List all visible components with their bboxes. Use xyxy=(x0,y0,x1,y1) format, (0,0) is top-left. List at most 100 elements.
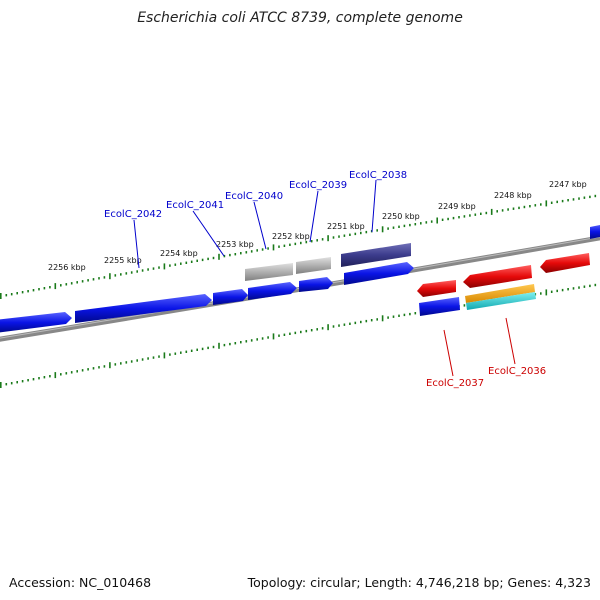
minor-tick xyxy=(556,289,558,293)
minor-tick xyxy=(212,345,215,349)
minor-tick xyxy=(16,292,18,295)
minor-tick xyxy=(185,350,188,353)
minor-tick xyxy=(360,231,362,235)
gene-label[interactable]: EcolC_2042 xyxy=(104,209,162,220)
major-tick xyxy=(163,352,166,359)
forward-gene-arrow[interactable] xyxy=(590,224,600,239)
minor-tick xyxy=(316,328,318,331)
gene-label[interactable]: EcolC_2038 xyxy=(349,170,407,181)
minor-tick xyxy=(196,259,198,262)
minor-tick xyxy=(278,245,280,248)
reverse-gene-arrow[interactable] xyxy=(540,253,590,273)
minor-tick xyxy=(180,351,182,354)
minor-tick xyxy=(240,341,242,344)
minor-tick xyxy=(550,290,553,293)
minor-tick xyxy=(92,367,95,370)
minor-tick xyxy=(76,370,78,373)
minor-tick xyxy=(360,320,362,324)
minor-tick xyxy=(310,240,313,243)
reverse-gene-arrow[interactable] xyxy=(463,265,532,288)
minor-tick xyxy=(267,336,269,339)
minor-tick xyxy=(518,206,520,210)
forward-gene-arrow[interactable] xyxy=(299,277,333,292)
minor-tick xyxy=(469,214,471,217)
minor-tick xyxy=(174,263,177,266)
minor-tick xyxy=(283,333,286,336)
minor-tick xyxy=(81,280,84,283)
minor-tick xyxy=(289,243,291,246)
minor-tick xyxy=(245,251,248,254)
minor-tick xyxy=(158,266,160,269)
minor-tick xyxy=(65,372,68,375)
minor-tick xyxy=(70,282,73,285)
minor-tick xyxy=(27,379,29,382)
major-tick xyxy=(490,208,493,215)
major-tick xyxy=(0,293,2,299)
orange-feature[interactable] xyxy=(465,284,535,303)
minor-tick xyxy=(120,273,122,276)
forward-gene-arrow[interactable] xyxy=(248,282,297,300)
forward-gene-arrow[interactable] xyxy=(344,262,414,285)
minor-tick xyxy=(540,292,542,295)
gene-label[interactable]: EcolC_2039 xyxy=(289,180,347,191)
minor-tick xyxy=(594,194,597,198)
minor-tick xyxy=(103,276,106,279)
gene-label[interactable]: EcolC_2037 xyxy=(426,378,484,389)
major-tick xyxy=(218,253,220,260)
minor-tick xyxy=(338,324,340,327)
minor-tick xyxy=(250,250,253,253)
minor-tick xyxy=(289,332,291,335)
minor-tick xyxy=(98,277,100,280)
scale-label: 2247 kbp xyxy=(549,180,587,189)
scale-label: 2248 kbp xyxy=(494,191,532,200)
gene-label[interactable]: EcolC_2041 xyxy=(166,200,224,211)
minor-tick xyxy=(343,323,346,326)
minor-tick xyxy=(294,242,297,246)
scale-label: 2256 kbp xyxy=(48,263,86,272)
minor-tick xyxy=(572,198,575,201)
minor-tick xyxy=(534,204,537,207)
gene-label[interactable]: EcolC_2036 xyxy=(488,366,546,377)
forward-gene-arrow[interactable] xyxy=(75,294,212,323)
minor-tick xyxy=(267,247,269,250)
minor-tick xyxy=(583,196,586,199)
minor-tick xyxy=(136,270,138,273)
minor-tick xyxy=(305,329,308,333)
minor-tick xyxy=(5,383,8,386)
gene-label[interactable]: EcolC_2040 xyxy=(225,191,283,202)
minor-tick xyxy=(480,212,482,215)
minor-tick xyxy=(403,224,406,228)
minor-tick xyxy=(463,215,466,218)
minor-tick xyxy=(409,312,411,316)
reverse-gene-arrow[interactable] xyxy=(417,280,456,297)
minor-tick xyxy=(32,289,35,292)
minor-tick xyxy=(458,216,460,219)
purple-feature[interactable] xyxy=(341,243,411,267)
forward-gene-arrow[interactable] xyxy=(213,289,248,305)
minor-tick xyxy=(169,264,171,267)
major-tick xyxy=(163,263,166,270)
gray-feature[interactable] xyxy=(245,263,293,281)
minor-tick xyxy=(485,211,488,215)
cyan-feature[interactable] xyxy=(466,292,536,310)
minor-tick xyxy=(398,314,400,317)
minor-tick xyxy=(414,312,417,315)
major-tick xyxy=(327,324,329,331)
minor-tick xyxy=(49,286,51,289)
minor-tick xyxy=(196,348,198,351)
minor-tick xyxy=(540,203,542,206)
minor-tick xyxy=(392,226,395,229)
minor-tick xyxy=(376,229,378,232)
minor-tick xyxy=(141,269,144,272)
minor-tick xyxy=(38,377,40,380)
minor-tick xyxy=(152,356,155,359)
accession-text: Accession: NC_010468 xyxy=(9,575,152,590)
minor-tick xyxy=(387,227,389,230)
reverse-gene-arrow[interactable] xyxy=(419,297,460,316)
forward-gene-arrow[interactable] xyxy=(0,312,72,333)
minor-tick xyxy=(49,375,51,378)
minor-tick xyxy=(398,225,400,228)
minor-tick xyxy=(27,290,29,293)
gray-feature[interactable] xyxy=(296,257,331,274)
minor-tick xyxy=(365,319,368,323)
